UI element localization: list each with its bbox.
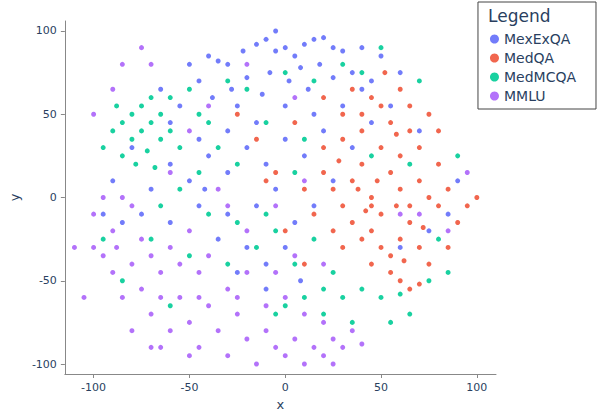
svg-text:0: 0 <box>282 381 289 394</box>
svg-text:-100: -100 <box>81 381 106 394</box>
svg-text:-50: -50 <box>39 274 57 287</box>
svg-text:MedQA: MedQA <box>504 50 555 66</box>
svg-text:50: 50 <box>374 381 388 394</box>
svg-text:MMLU: MMLU <box>504 88 546 104</box>
svg-text:x: x <box>277 397 285 412</box>
svg-text:MexExQA: MexExQA <box>504 31 571 47</box>
svg-text:0: 0 <box>50 191 57 204</box>
svg-text:Legend: Legend <box>488 6 550 26</box>
svg-text:100: 100 <box>36 24 57 37</box>
svg-text:-50: -50 <box>180 381 198 394</box>
svg-text:50: 50 <box>43 108 57 121</box>
svg-text:MedMCQA: MedMCQA <box>504 69 576 85</box>
svg-text:-100: -100 <box>32 358 57 371</box>
svg-text:100: 100 <box>466 381 487 394</box>
svg-text:y: y <box>7 193 22 201</box>
